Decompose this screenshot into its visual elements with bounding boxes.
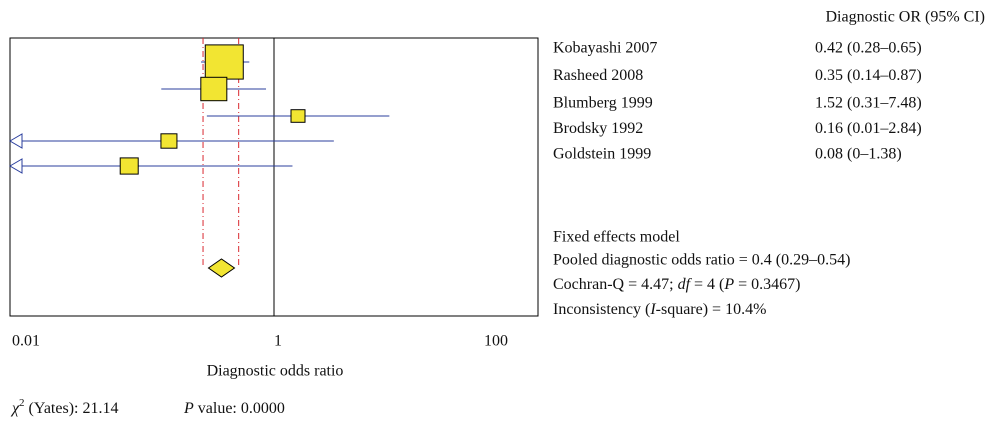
text-part: P [723,276,734,293]
text-part: χ [10,400,20,417]
study-box [160,133,178,149]
study-value-label: 1.52 (0.31–7.48) [815,95,922,112]
text-part: Cochran-Q = 4.47; [553,276,678,293]
study-value-label: 0.08 (0–1.38) [815,146,902,163]
text-part: df [678,276,693,293]
study-box [204,44,244,80]
study-box [200,76,228,102]
study-name: Kobayashi 2007 [553,40,657,57]
text-part: = 0.3467) [734,276,800,293]
study-box [290,109,306,123]
study-name: Blumberg 1999 [553,95,653,112]
chi-text: χ2 (Yates): 21.14 [10,397,118,417]
text-part: value: 0.0000 [194,400,285,417]
text-part: I [649,301,656,318]
x-tick-label: 100 [484,333,508,350]
p-value-text: P value: 0.0000 [183,400,285,417]
x-tick-label: 1 [274,333,282,350]
model-label: Fixed effects model [553,229,680,246]
study-value-label: 0.16 (0.01–2.84) [815,120,922,137]
study-value-label: 0.42 (0.28–0.65) [815,40,922,57]
inconsistency-text: Inconsistency (I-square) = 10.4% [553,301,766,318]
text-part: -square) = 10.4% [656,301,767,318]
cochran-text: Cochran-Q = 4.47; df = 4 (P = 0.3467) [553,276,801,293]
study-box [119,157,139,175]
pooled-diamond [207,258,236,278]
study-name: Brodsky 1992 [553,120,643,137]
study-name: Rasheed 2008 [553,67,643,84]
text-part: (Yates): 21.14 [25,400,119,417]
column-header: Diagnostic OR (95% CI) [825,9,985,26]
study-name: Goldstein 1999 [553,146,651,163]
text-part: = 4 ( [690,276,724,293]
text-part: 2 [19,397,25,409]
text-part: P [183,400,194,417]
x-tick-label: 0.01 [12,333,40,350]
text-part: Inconsistency ( [553,301,650,318]
pooled-text: Pooled diagnostic odds ratio = 0.4 (0.29… [553,252,850,269]
ci-arrow [9,158,23,174]
ci-arrow [9,133,23,149]
x-axis-label: Diagnostic odds ratio [207,363,344,380]
study-value-label: 0.35 (0.14–0.87) [815,67,922,84]
